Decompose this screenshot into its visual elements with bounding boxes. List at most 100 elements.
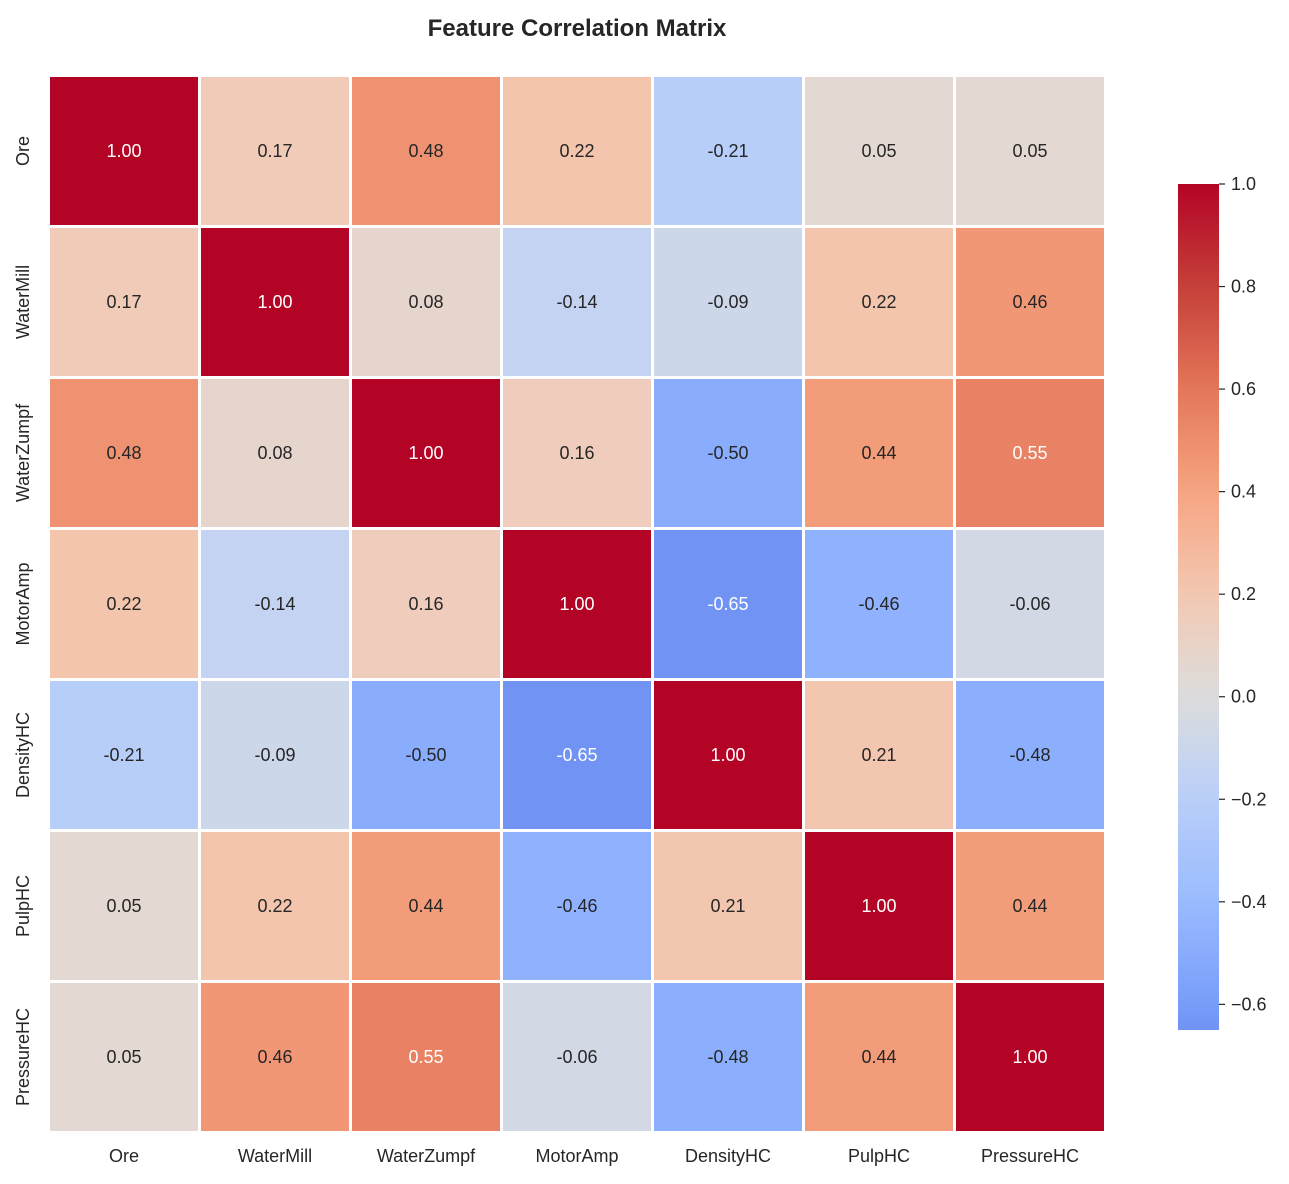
colorbar-tick-label: 0.6	[1231, 379, 1256, 399]
cell-value-label: 0.16	[408, 594, 443, 614]
heatmap-cell-1-1	[201, 228, 349, 376]
cell-value-label: 0.44	[408, 896, 443, 916]
heatmap-cell-5-6	[956, 832, 1104, 980]
cell-value-label: 0.08	[408, 292, 443, 312]
cell-value-label: -0.06	[1009, 594, 1050, 614]
y-tick-labels: Ore WaterMill WaterZumpf MotorAmp DensityHC P…	[13, 136, 33, 1106]
heatmap-cell-6-0	[50, 983, 198, 1131]
heatmap-cell-2-1	[201, 379, 349, 527]
heatmap-cell-2-5	[805, 379, 953, 527]
y-tick-label: DensityHC	[13, 712, 33, 798]
colorbar-tick-label: 1.0	[1231, 174, 1256, 194]
heatmap-cell-0-5	[805, 77, 953, 225]
y-tick-label: MotorAmp	[13, 562, 33, 645]
x-tick-label: WaterZumpf	[377, 1146, 476, 1166]
cell-value-label: -0.48	[707, 1047, 748, 1067]
cell-value-label: -0.50	[707, 443, 748, 463]
heatmap-cell-3-4	[654, 530, 802, 678]
cell-value-label: 0.55	[408, 1047, 443, 1067]
heatmap-cell-2-4	[654, 379, 802, 527]
cell-value-label: -0.48	[1009, 745, 1050, 765]
cell-value-label: 0.48	[408, 141, 443, 161]
x-tick-label: PressureHC	[981, 1146, 1079, 1166]
cell-value-label: 0.08	[257, 443, 292, 463]
cell-value-label: 0.05	[1012, 141, 1047, 161]
heatmap-cell-6-2	[352, 983, 500, 1131]
heatmap-cell-1-3	[503, 228, 651, 376]
cell-value-label: 0.48	[106, 443, 141, 463]
heatmap-cell-5-2	[352, 832, 500, 980]
cell-value-label: -0.09	[707, 292, 748, 312]
cell-value-label: 0.17	[106, 292, 141, 312]
cell-value-label: 0.05	[106, 1047, 141, 1067]
x-tick-label: PulpHC	[848, 1146, 910, 1166]
cell-value-label: 1.00	[106, 141, 141, 161]
cell-value-label: 1.00	[861, 896, 896, 916]
cell-value-label: 0.21	[861, 745, 896, 765]
heatmap-cell-1-6	[956, 228, 1104, 376]
colorbar-tick-label: 0.0	[1231, 687, 1256, 707]
heatmap-cell-2-6	[956, 379, 1104, 527]
heatmap-cell-0-1	[201, 77, 349, 225]
heatmap-cell-2-2	[352, 379, 500, 527]
cell-value-label: -0.21	[707, 141, 748, 161]
heatmap-cell-4-2	[352, 681, 500, 829]
y-tick-label: WaterZumpf	[13, 403, 33, 502]
colorbar: 1.0 0.8 0.6 0.4 0.2 0.0 −0.2 −0.4 −0.6	[1178, 174, 1267, 1030]
y-tick-label: Ore	[13, 136, 33, 166]
heatmap-cell-2-0	[50, 379, 198, 527]
heatmap-cell-4-1	[201, 681, 349, 829]
x-tick-label: Ore	[109, 1146, 139, 1166]
cell-value-label: 0.21	[710, 896, 745, 916]
cell-value-label: 0.22	[106, 594, 141, 614]
colorbar-tick-label: −0.6	[1231, 994, 1267, 1014]
heatmap-cell-5-5	[805, 832, 953, 980]
colorbar-tick-label: 0.2	[1231, 584, 1256, 604]
heatmap-cell-6-3	[503, 983, 651, 1131]
heatmap-cell-4-5	[805, 681, 953, 829]
cell-value-label: -0.65	[707, 594, 748, 614]
x-tick-label: MotorAmp	[535, 1146, 618, 1166]
heatmap-cell-3-0	[50, 530, 198, 678]
cell-value-label: 0.05	[106, 896, 141, 916]
heatmap-cell-0-3	[503, 77, 651, 225]
cell-value-label: 1.00	[1012, 1047, 1047, 1067]
cell-value-label: 1.00	[257, 292, 292, 312]
heatmap-cell-5-0	[50, 832, 198, 980]
cell-value-label: -0.21	[103, 745, 144, 765]
heatmap-cell-1-4	[654, 228, 802, 376]
heatmap-cell-6-4	[654, 983, 802, 1131]
cell-value-label: 0.05	[861, 141, 896, 161]
cell-value-label: 0.44	[861, 443, 896, 463]
cell-value-label: 0.22	[559, 141, 594, 161]
cell-value-label: 0.55	[1012, 443, 1047, 463]
heatmap-cell-3-6	[956, 530, 1104, 678]
heatmap-cell-2-3	[503, 379, 651, 527]
heatmap-cell-0-6	[956, 77, 1104, 225]
cell-value-label: -0.46	[858, 594, 899, 614]
cell-value-label: 0.16	[559, 443, 594, 463]
heatmap-cell-5-4	[654, 832, 802, 980]
colorbar-tick-label: 0.4	[1231, 482, 1256, 502]
heatmap-cell-4-6	[956, 681, 1104, 829]
cell-value-label: 0.22	[257, 896, 292, 916]
cell-value-label: -0.50	[405, 745, 446, 765]
heatmap-cells: 1.00 0.17 0.48 0.22 -0.21 0.05 0.05 0.17 1.00 0.0…	[50, 77, 1104, 1131]
y-tick-label: PulpHC	[13, 875, 33, 937]
cell-value-label: 0.44	[1012, 896, 1047, 916]
heatmap-cell-4-3	[503, 681, 651, 829]
heatmap-cell-1-5	[805, 228, 953, 376]
heatmap-cell-4-4	[654, 681, 802, 829]
y-tick-label: WaterMill	[13, 265, 33, 339]
heatmap-cell-3-1	[201, 530, 349, 678]
cell-value-label: -0.14	[556, 292, 597, 312]
cell-value-label: 1.00	[559, 594, 594, 614]
heatmap-cell-4-0	[50, 681, 198, 829]
cell-value-label: 0.17	[257, 141, 292, 161]
heatmap-cell-0-0	[50, 77, 198, 225]
heatmap-cell-0-2	[352, 77, 500, 225]
y-tick-label: PressureHC	[13, 1008, 33, 1106]
colorbar-tick-label: −0.2	[1231, 789, 1267, 809]
heatmap-cell-5-1	[201, 832, 349, 980]
cell-value-label: 0.22	[861, 292, 896, 312]
